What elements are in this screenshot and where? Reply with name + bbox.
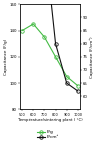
Y-axis label: Capacitance (F/cm³): Capacitance (F/cm³): [89, 36, 94, 78]
F/g: [77, 85, 78, 86]
F/g: [33, 23, 34, 25]
F/g: [55, 56, 56, 58]
Y-axis label: Capacitance (F/g): Capacitance (F/g): [4, 39, 8, 75]
F/g: [44, 36, 45, 38]
F/cm³: [55, 43, 56, 44]
F/cm³: [66, 82, 67, 84]
Legend: F/g, F/cm³: F/g, F/cm³: [36, 130, 60, 140]
F/g: [66, 76, 67, 77]
Line: F/cm³: F/cm³: [20, 0, 80, 93]
Line: F/g: F/g: [20, 22, 80, 87]
F/g: [22, 30, 23, 31]
F/cm³: [77, 90, 78, 92]
X-axis label: Température/sintering plant ( °C): Température/sintering plant ( °C): [18, 118, 82, 122]
